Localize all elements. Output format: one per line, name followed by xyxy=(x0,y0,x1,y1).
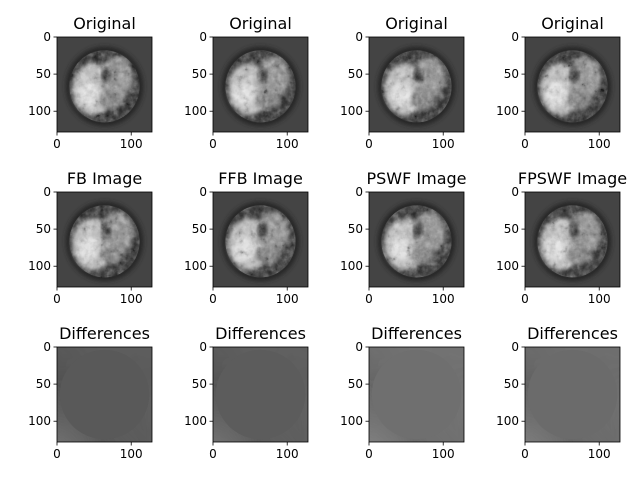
panel-title: Differences xyxy=(215,324,306,343)
panel-title: Original xyxy=(541,14,604,33)
x-tick-label: 100 xyxy=(432,292,455,306)
x-tick-label: 100 xyxy=(588,292,611,306)
x-tick-label: 100 xyxy=(120,447,143,461)
y-tick-label: 100 xyxy=(184,259,207,273)
x-tick-label: 0 xyxy=(365,137,373,151)
y-tick-label: 100 xyxy=(496,104,519,118)
y-tick-label: 50 xyxy=(192,377,207,391)
y-tick-label: 100 xyxy=(340,414,363,428)
panel-title: FPSWF Image xyxy=(518,169,627,188)
x-tick-label: 0 xyxy=(53,137,61,151)
panel-title: Original xyxy=(73,14,136,33)
panel-r3-c1: Differences 0 100 0 50 100 xyxy=(28,324,152,461)
y-tick-label: 0 xyxy=(355,185,363,199)
y-tick-label: 0 xyxy=(199,340,207,354)
y-tick-label: 0 xyxy=(43,185,51,199)
panel-r1-c1: Original 0 100 0 50 100 xyxy=(28,14,152,151)
panel-r2-c2: FFB Image 0 100 0 50 100 xyxy=(184,169,308,306)
x-tick-label: 100 xyxy=(588,447,611,461)
x-tick-label: 100 xyxy=(120,137,143,151)
y-tick-label: 0 xyxy=(43,30,51,44)
y-tick-label: 0 xyxy=(199,185,207,199)
y-tick-label: 100 xyxy=(340,259,363,273)
y-tick-label: 100 xyxy=(28,259,51,273)
y-tick-label: 50 xyxy=(36,377,51,391)
panel-r1-c3: Original 0 100 0 50 100 xyxy=(340,14,464,151)
y-tick-label: 0 xyxy=(511,185,519,199)
y-tick-label: 0 xyxy=(355,340,363,354)
x-tick-label: 0 xyxy=(53,292,61,306)
panel-r3-c2: Differences 0 100 0 50 100 xyxy=(184,324,308,461)
y-tick-label: 100 xyxy=(28,104,51,118)
y-tick-label: 100 xyxy=(184,414,207,428)
panel-title: FB Image xyxy=(67,169,142,188)
panel-title: Differences xyxy=(371,324,462,343)
y-tick-label: 0 xyxy=(511,30,519,44)
x-tick-label: 100 xyxy=(432,137,455,151)
panel-r1-c2: Original 0 100 0 50 100 xyxy=(184,14,308,151)
x-tick-label: 100 xyxy=(120,292,143,306)
y-tick-label: 50 xyxy=(348,67,363,81)
panel-title: Differences xyxy=(527,324,618,343)
x-tick-label: 100 xyxy=(276,292,299,306)
x-tick-label: 0 xyxy=(365,447,373,461)
y-tick-label: 50 xyxy=(36,222,51,236)
x-tick-label: 0 xyxy=(53,447,61,461)
y-tick-label: 50 xyxy=(348,222,363,236)
panel-title: Differences xyxy=(59,324,150,343)
x-tick-label: 100 xyxy=(276,447,299,461)
x-tick-label: 0 xyxy=(209,137,217,151)
panel-title: FFB Image xyxy=(218,169,303,188)
x-tick-label: 0 xyxy=(365,292,373,306)
y-tick-label: 50 xyxy=(504,222,519,236)
y-tick-label: 100 xyxy=(496,259,519,273)
y-tick-label: 100 xyxy=(496,414,519,428)
y-tick-label: 0 xyxy=(511,340,519,354)
x-tick-label: 0 xyxy=(209,447,217,461)
x-tick-label: 100 xyxy=(432,447,455,461)
panel-r1-c4: Original 0 100 0 50 100 xyxy=(496,14,620,151)
y-tick-label: 50 xyxy=(36,67,51,81)
x-tick-label: 0 xyxy=(521,292,529,306)
y-tick-label: 100 xyxy=(184,104,207,118)
x-tick-label: 0 xyxy=(209,292,217,306)
y-tick-label: 0 xyxy=(199,30,207,44)
y-tick-label: 50 xyxy=(504,377,519,391)
y-tick-label: 0 xyxy=(43,340,51,354)
panel-r3-c3: Differences 0 100 0 50 100 xyxy=(340,324,464,461)
x-tick-label: 0 xyxy=(521,447,529,461)
panel-r2-c1: FB Image 0 100 0 50 100 xyxy=(28,169,152,306)
y-tick-label: 50 xyxy=(192,222,207,236)
y-tick-label: 100 xyxy=(340,104,363,118)
y-tick-label: 100 xyxy=(28,414,51,428)
x-tick-label: 0 xyxy=(521,137,529,151)
panel-title: Original xyxy=(385,14,448,33)
panel-title: PSWF Image xyxy=(366,169,466,188)
y-tick-label: 50 xyxy=(192,67,207,81)
panel-title: Original xyxy=(229,14,292,33)
x-tick-label: 100 xyxy=(276,137,299,151)
y-tick-label: 0 xyxy=(355,30,363,44)
y-tick-label: 50 xyxy=(348,377,363,391)
panel-r3-c4: Differences 0 100 0 50 100 xyxy=(496,324,620,461)
x-tick-label: 100 xyxy=(588,137,611,151)
y-tick-label: 50 xyxy=(504,67,519,81)
